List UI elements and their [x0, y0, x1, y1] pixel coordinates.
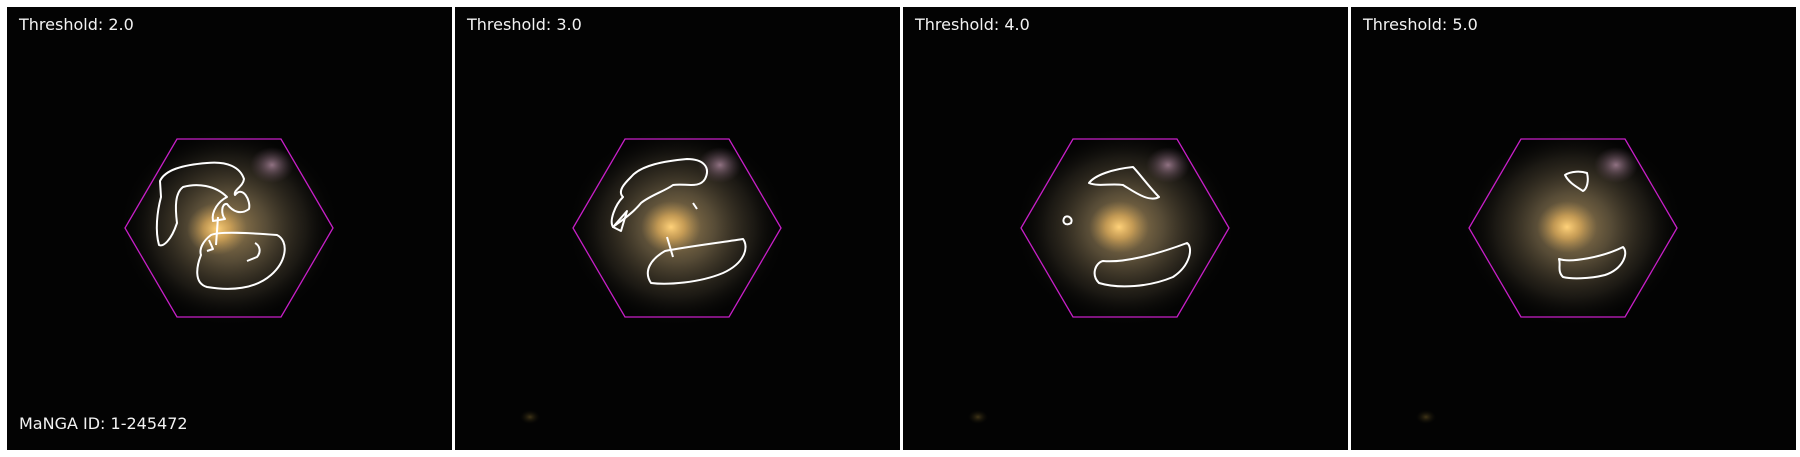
- galaxy-image: [1416, 127, 1683, 424]
- galaxy-image: [119, 127, 339, 327]
- contour-lines: [610, 158, 747, 285]
- threshold-label: Threshold: 2.0: [19, 15, 134, 34]
- ifu-hexagon: [124, 138, 334, 318]
- image-panel-threshold-2: Threshold: 2.0 MaNGA ID: 1-245472: [7, 7, 452, 450]
- galaxy-image: [968, 127, 1235, 424]
- contour-lines: [155, 161, 286, 290]
- image-panel-threshold-3: Threshold: 3.0: [455, 7, 900, 450]
- manga-id-label: MaNGA ID: 1-245472: [19, 414, 188, 433]
- threshold-label: Threshold: 3.0: [467, 15, 582, 34]
- contour-lines: [1558, 170, 1627, 280]
- image-panel-threshold-5: Threshold: 5.0: [1351, 7, 1796, 450]
- threshold-label: Threshold: 5.0: [1363, 15, 1478, 34]
- image-panel-threshold-4: Threshold: 4.0: [903, 7, 1348, 450]
- galaxy-image: [520, 127, 787, 424]
- contour-lines: [1062, 166, 1191, 288]
- ifu-hexagon: [572, 138, 782, 318]
- threshold-label: Threshold: 4.0: [915, 15, 1030, 34]
- ifu-hexagon: [1020, 138, 1230, 318]
- ifu-hexagon: [1468, 138, 1678, 318]
